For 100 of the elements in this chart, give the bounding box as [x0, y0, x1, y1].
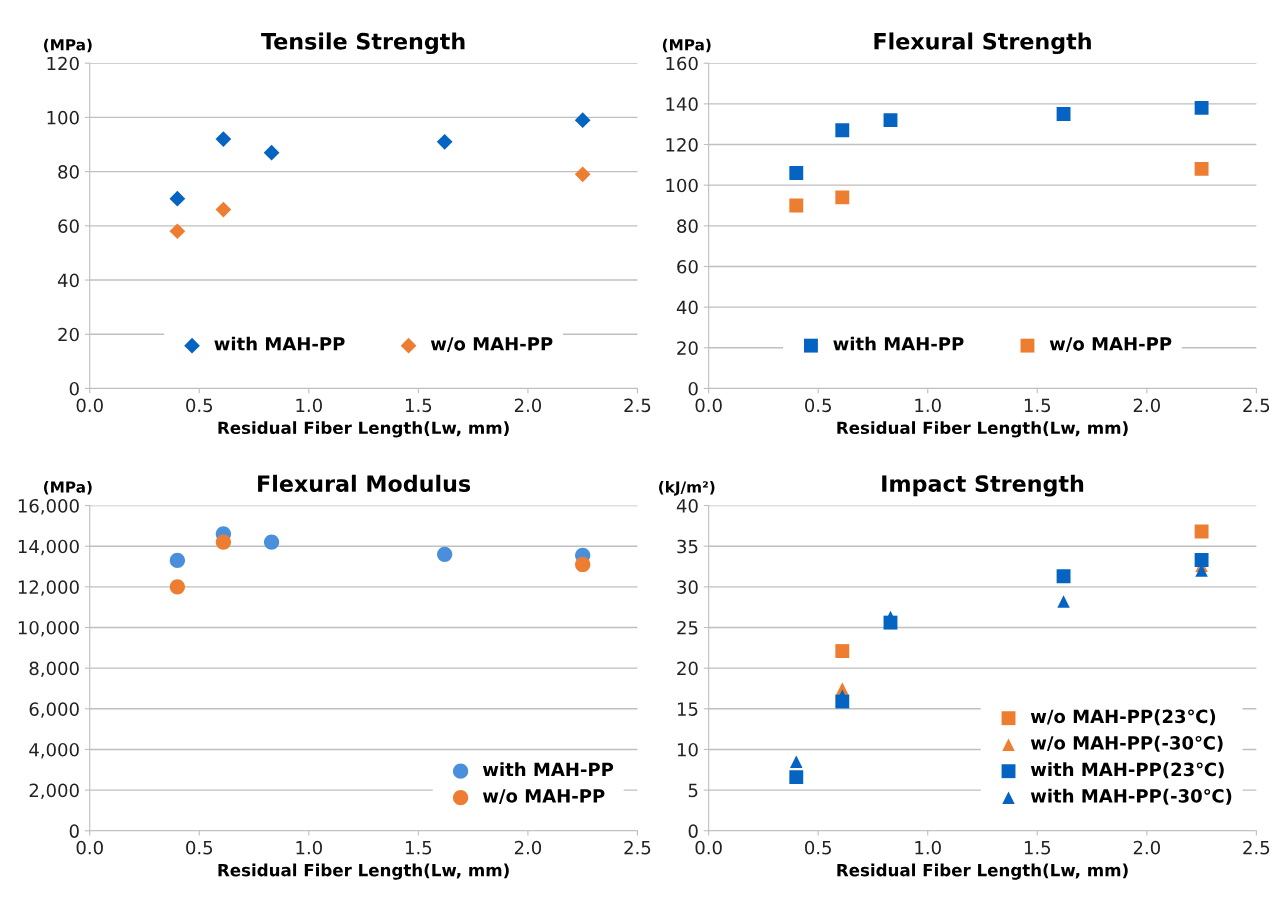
x-axis-title: Residual Fiber Length(Lw, mm): [837, 421, 1128, 438]
point: [574, 166, 591, 183]
y-tick-label: 20: [677, 661, 698, 676]
x-tick-label: 1.5: [1024, 398, 1051, 413]
point: [789, 770, 804, 785]
point: [789, 198, 804, 213]
x-tick-label: 2.0: [514, 840, 542, 855]
point: [1194, 161, 1209, 176]
y-tick-label: 0: [69, 824, 79, 838]
point: [789, 166, 804, 180]
legend-label: w/o MAH-PP: [1049, 337, 1172, 353]
x-tick-label: 1.0: [915, 398, 941, 413]
y-axis-title: (MPa): [44, 38, 92, 53]
y-tick-label: 120: [47, 56, 79, 71]
y-tick-label: 40: [57, 273, 79, 288]
y-tick-label: 120: [666, 137, 698, 152]
y-tick-label: 0: [688, 381, 698, 396]
y-tick-label: 140: [666, 97, 698, 111]
x-tick-label: 0.5: [186, 840, 213, 855]
point: [835, 644, 850, 659]
x-tick-label: 2.0: [1133, 398, 1160, 413]
y-tick-label: 40: [676, 498, 698, 513]
x-tick-label: 0.5: [805, 840, 831, 855]
x-axis-title: Residual Fiber Length(Lw, mm): [837, 863, 1128, 880]
y-tick-label: 16,000: [18, 498, 79, 515]
y-tick-label: 12,000: [18, 580, 79, 596]
y-tick-label: 40: [676, 300, 698, 315]
point: [1056, 569, 1071, 584]
legend-label: w/o MAH-PP: [482, 789, 605, 805]
y-tick-label: 35: [677, 539, 698, 554]
y-tick-label: 30: [677, 580, 698, 594]
y-axis-title: (MPa): [44, 481, 92, 495]
point: [169, 190, 186, 207]
y-tick-label: 60: [58, 219, 79, 233]
point: [575, 556, 591, 573]
y-tick-label: 15: [677, 702, 698, 716]
point: [215, 534, 232, 550]
y-tick-label: 100: [666, 178, 698, 193]
y-tick-label: 80: [58, 165, 79, 179]
point: [1194, 553, 1209, 567]
y-tick-label: 60: [677, 259, 698, 274]
point: [1194, 524, 1209, 539]
x-tick-label: 2.5: [1243, 398, 1270, 413]
x-tick-label: 0.0: [695, 840, 722, 855]
point: [835, 190, 850, 205]
point: [169, 223, 186, 240]
point: [263, 144, 280, 161]
y-axis-title: (MPa): [662, 38, 711, 53]
x-tick-label: 2.5: [624, 398, 651, 413]
point: [574, 112, 591, 128]
y-tick-label: 10,000: [18, 620, 79, 637]
point: [883, 113, 898, 128]
y-tick-label: 0: [688, 824, 698, 838]
x-tick-label: 2.5: [624, 840, 651, 855]
x-tick-label: 1.5: [405, 841, 432, 855]
chart-title: Flexural Modulus: [258, 474, 471, 492]
legend-label: w/o MAH-PP(23℃): [1030, 709, 1216, 726]
x-tick-label: 2.0: [1133, 840, 1160, 855]
y-tick-label: 5: [688, 783, 698, 798]
point: [169, 579, 186, 595]
y-tick-label: 2,000: [29, 783, 79, 800]
x-tick-label: 2.0: [514, 398, 542, 413]
y-tick-label: 4,000: [29, 742, 79, 759]
y-tick-label: 14,000: [18, 539, 79, 556]
x-tick-label: 2.5: [1243, 840, 1270, 855]
x-tick-label: 0.5: [186, 398, 213, 413]
y-tick-label: 6,000: [29, 702, 79, 718]
x-axis-title: Residual Fiber Length(Lw, mm): [218, 421, 509, 438]
x-tick-label: 0.0: [76, 840, 103, 855]
x-tick-label: 1.5: [1024, 841, 1051, 855]
legend-label: with MAH-PP: [214, 336, 345, 351]
point: [215, 131, 232, 147]
legend-label: with MAH-PP(-30℃): [1030, 788, 1232, 805]
legend-label: with MAH-PP: [482, 762, 614, 776]
x-tick-label: 0.0: [76, 398, 103, 413]
chart-title: Impact Strength: [882, 474, 1084, 497]
x-tick-label: 0.0: [695, 398, 722, 413]
point: [169, 552, 186, 569]
y-tick-label: 20: [58, 327, 79, 342]
y-tick-label: 80: [677, 219, 698, 233]
x-tick-label: 1.0: [915, 840, 941, 855]
chart-title: Tensile Strength: [261, 32, 465, 55]
point: [835, 123, 850, 138]
point: [436, 133, 453, 150]
point: [1194, 100, 1209, 115]
point: [437, 546, 453, 562]
y-axis-title: (kJ/m²): [659, 480, 715, 496]
point: [215, 201, 232, 218]
y-tick-label: 160: [666, 56, 698, 71]
legend-label: with MAH-PP(23℃): [1030, 762, 1224, 779]
y-tick-label: 10: [677, 742, 698, 757]
legend-label: with MAH-PP: [833, 336, 964, 351]
x-tick-label: 0.5: [805, 398, 831, 413]
chart-title: Flexural Strength: [874, 32, 1091, 55]
point: [790, 755, 803, 768]
legend-label: w/o MAH-PP: [430, 337, 553, 353]
point: [1057, 595, 1070, 608]
legend-label: w/o MAH-PP(-30℃): [1030, 735, 1223, 752]
y-tick-label: 25: [677, 620, 698, 635]
y-tick-label: 20: [677, 341, 698, 355]
